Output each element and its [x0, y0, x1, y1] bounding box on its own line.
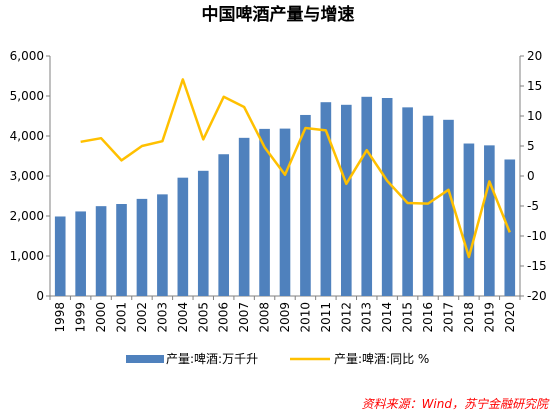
- x-tick-label: 2016: [421, 302, 435, 333]
- x-tick-label: 2007: [237, 302, 251, 333]
- bar: [340, 104, 352, 296]
- bar: [484, 145, 495, 296]
- left-tick-label: 5,000: [10, 89, 44, 103]
- bar: [157, 194, 168, 296]
- x-tick-label: 2002: [135, 302, 149, 333]
- right-tick-label: -10: [527, 229, 547, 243]
- x-tick-label: 2012: [339, 302, 353, 333]
- right-tick-label: 15: [527, 79, 542, 93]
- chart-title: 中国啤酒产量与增速: [202, 4, 355, 25]
- x-tick-label: 2017: [441, 302, 455, 333]
- x-tick-label: 2006: [217, 302, 231, 333]
- legend-bar-swatch: [126, 355, 164, 363]
- bar: [320, 102, 332, 296]
- bar: [422, 115, 434, 296]
- right-tick-label: 5: [527, 139, 535, 153]
- bar: [259, 128, 270, 296]
- bar: [218, 154, 230, 296]
- bar: [279, 128, 291, 296]
- x-tick-label: 2000: [94, 302, 108, 333]
- bar: [300, 114, 311, 297]
- x-tick-label: 2019: [482, 302, 496, 333]
- left-tick-label: 1,000: [10, 249, 44, 263]
- bar: [463, 143, 475, 296]
- bar: [361, 96, 373, 296]
- plot-area: 0 1,000 2,000 3,000 4,000 5,000 6,000 -20 -15 -10…: [10, 49, 547, 333]
- legend: 产量:啤酒:万千升 产量:啤酒:同比 %: [126, 351, 429, 366]
- bar: [238, 137, 250, 296]
- bar: [136, 198, 148, 296]
- legend-bar-label: 产量:啤酒:万千升: [166, 351, 258, 366]
- left-tick-label: 4,000: [10, 129, 44, 143]
- bar: [381, 98, 393, 296]
- x-tick-label: 2003: [155, 302, 169, 333]
- bar: [75, 211, 86, 296]
- bar: [95, 206, 107, 296]
- x-tick-label: 2011: [319, 302, 333, 333]
- bar: [54, 216, 66, 296]
- x-tick-label: 2010: [298, 302, 312, 333]
- x-tick-label: 2013: [360, 302, 374, 333]
- right-tick-label: -20: [527, 289, 547, 303]
- legend-line-label: 产量:啤酒:同比 %: [334, 351, 429, 366]
- left-tick-label: 0: [36, 289, 44, 303]
- bar: [504, 159, 516, 296]
- right-tick-label: 0: [527, 169, 535, 183]
- bar: [443, 119, 454, 296]
- right-tick-label: -15: [527, 259, 547, 273]
- right-tick-label: 10: [527, 109, 542, 123]
- x-tick-label: 2004: [176, 302, 190, 333]
- left-tick-label: 3,000: [10, 169, 44, 183]
- x-tick-label: 2020: [503, 302, 517, 333]
- right-tick-label: 20: [527, 49, 542, 63]
- x-tick-label: 2008: [258, 302, 272, 333]
- x-tick-label: 1999: [74, 302, 88, 333]
- x-tick-label: 2018: [462, 302, 476, 333]
- x-tick-label: 1998: [53, 302, 67, 333]
- bar: [197, 170, 209, 296]
- growth-line: [80, 78, 511, 259]
- x-tick-label: 2015: [401, 302, 415, 333]
- right-tick-label: -5: [527, 199, 539, 213]
- left-tick-label: 6,000: [10, 49, 44, 63]
- x-tick-label: 2014: [380, 302, 394, 333]
- bar: [177, 177, 189, 296]
- bar: [116, 204, 127, 296]
- left-tick-label: 2,000: [10, 209, 44, 223]
- x-tick-label: 2001: [115, 302, 129, 333]
- source-note: 资料来源：Wind，苏宁金融研究院: [362, 397, 550, 411]
- x-tick-label: 2009: [278, 302, 292, 333]
- x-tick-label: 2005: [196, 302, 210, 333]
